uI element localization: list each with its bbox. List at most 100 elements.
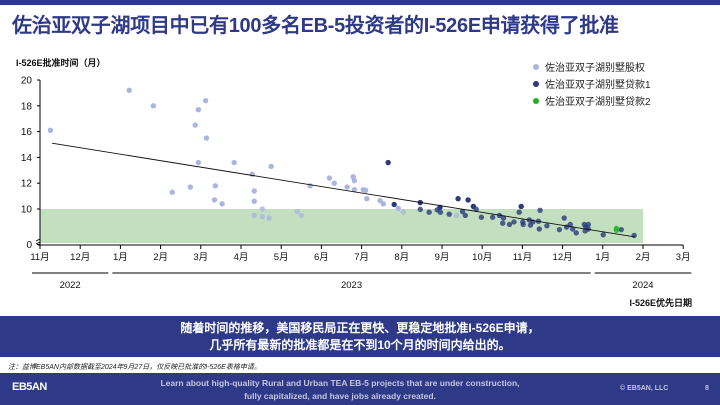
- data-point-series-1: [307, 183, 313, 189]
- data-point-series-3: [613, 227, 620, 233]
- x-tick-label: 11月: [30, 252, 49, 263]
- x-tick-label: 5月: [274, 252, 289, 263]
- year-label: 2022: [60, 280, 81, 291]
- x-tick-label: 6月: [314, 252, 329, 263]
- data-point-series-1: [212, 183, 218, 189]
- legend-item-loan1: 佐治亚双子湖别墅贷款1: [533, 75, 651, 92]
- data-point-series-1: [294, 208, 300, 215]
- x-tick-label: 1月: [113, 252, 128, 263]
- data-point-series-2: [437, 209, 444, 215]
- data-point-series-1: [251, 212, 257, 219]
- x-tick-label: 12月: [70, 252, 90, 263]
- y-tick-label: 12: [21, 179, 33, 190]
- legend-label: 佐治亚双子湖别墅贷款2: [545, 97, 651, 108]
- footer-line-1: Learn about high-quality Rural and Urban…: [160, 378, 520, 388]
- x-tick-label: 9月: [435, 252, 450, 263]
- data-point-series-2: [518, 203, 524, 210]
- data-point-series-1: [219, 201, 225, 207]
- data-point-series-1: [380, 201, 387, 207]
- data-point-series-2: [462, 212, 469, 219]
- highlight-band-under-10-months: [40, 209, 643, 243]
- data-point-series-2: [417, 206, 423, 213]
- data-point-series-2: [473, 206, 479, 212]
- footnote: 注：益博EB5AN内部数据截至2024年9月27日，仅反映已批准的I-526E表…: [8, 364, 261, 371]
- legend: 佐治亚双子湖别墅股权 佐治亚双子湖别墅贷款1 佐治亚双子湖别墅贷款2: [533, 58, 651, 109]
- y-tick-label: 16: [21, 127, 33, 138]
- data-point-series-2: [567, 221, 573, 228]
- data-point-series-2: [446, 211, 452, 217]
- data-point-series-2: [500, 220, 506, 226]
- footer: EB5AN Learn about high-quality Rural and…: [0, 373, 720, 405]
- data-point-series-2: [600, 232, 606, 238]
- axis-break-icon: [35, 238, 41, 245]
- top-accent-bar: [0, 0, 720, 5]
- data-point-series-2: [478, 214, 485, 220]
- x-tick-label: 7月: [354, 252, 369, 263]
- year-label: 2023: [341, 280, 362, 291]
- data-point-series-2: [489, 214, 496, 220]
- data-point-series-1: [331, 180, 337, 186]
- data-point-series-1: [298, 212, 304, 219]
- x-tick-label: 3月: [676, 252, 691, 263]
- data-point-series-2: [585, 226, 592, 232]
- data-point-series-1: [150, 103, 157, 109]
- data-point-series-1: [259, 206, 266, 212]
- data-point-series-2: [385, 159, 391, 166]
- data-point-series-1: [203, 135, 210, 141]
- data-point-series-1: [195, 159, 202, 166]
- x-tick-label: 2月: [153, 252, 168, 263]
- x-tick-label: 8月: [394, 252, 409, 263]
- x-tick-label: 4月: [234, 252, 249, 263]
- legend-marker: [533, 97, 539, 104]
- data-point-series-2: [459, 208, 466, 215]
- data-point-series-2: [506, 221, 513, 228]
- data-point-series-2: [585, 221, 592, 228]
- data-point-series-2: [455, 195, 461, 202]
- legend-item-equity: 佐治亚双子湖别墅股权: [533, 58, 651, 75]
- data-point-series-2: [391, 201, 397, 208]
- footer-tagline: Learn about high-quality Rural and Urban…: [130, 377, 550, 403]
- x-tick-label: 12月: [553, 252, 573, 263]
- data-point-series-1: [47, 127, 54, 134]
- y-axis-title: I-526E批准时间（月）: [16, 58, 106, 68]
- data-point-series-1: [453, 212, 460, 219]
- data-point-series-2: [511, 219, 517, 225]
- data-point-series-1: [400, 209, 407, 215]
- x-tick-label: 2月: [636, 252, 651, 263]
- data-point-series-1: [169, 189, 175, 195]
- y-tick-label: 18: [21, 101, 33, 112]
- data-point-series-2: [465, 197, 471, 203]
- y-tick-label: 0: [26, 240, 32, 251]
- data-point-series-1: [268, 163, 274, 170]
- x-tick-label: 10月: [472, 252, 492, 263]
- data-point-series-2: [500, 215, 507, 221]
- data-point-series-2: [536, 226, 542, 232]
- key-message-banner: 随着时间的推移，美国移民局正在更快、更稳定地批准I-526E申请， 几乎所有最新…: [0, 316, 720, 357]
- y-tick-label: 14: [21, 153, 33, 164]
- x-tick-label: 1月: [595, 252, 610, 263]
- data-point-series-2: [556, 226, 563, 233]
- data-point-series-2: [520, 221, 526, 228]
- year-label: 2024: [632, 280, 653, 291]
- data-point-series-1: [326, 175, 333, 181]
- data-point-series-1: [231, 159, 237, 166]
- data-point-series-2: [544, 223, 550, 229]
- data-point-series-2: [537, 207, 543, 213]
- data-point-series-1: [202, 97, 209, 104]
- page-number: 8: [705, 385, 709, 392]
- trend-line: [51, 142, 636, 238]
- copyright: © EB5AN, LLC: [620, 385, 669, 392]
- data-point-series-1: [395, 205, 401, 212]
- y-tick-label: 10: [21, 205, 33, 216]
- footer-line-2: fully capitalized, and have jobs already…: [244, 391, 436, 401]
- x-axis-title: I-526E优先日期: [629, 298, 692, 308]
- data-point-series-1: [251, 198, 257, 204]
- data-point-series-2: [561, 215, 567, 221]
- data-point-series-1: [266, 215, 272, 221]
- data-point-series-2: [631, 232, 637, 239]
- banner-line-2: 几乎所有最新的批准都是在不到10个月的时间内给出的。: [209, 338, 511, 352]
- legend-label: 佐治亚双子湖别墅股权: [545, 63, 645, 74]
- legend-marker: [533, 80, 539, 87]
- data-point-series-1: [192, 122, 198, 128]
